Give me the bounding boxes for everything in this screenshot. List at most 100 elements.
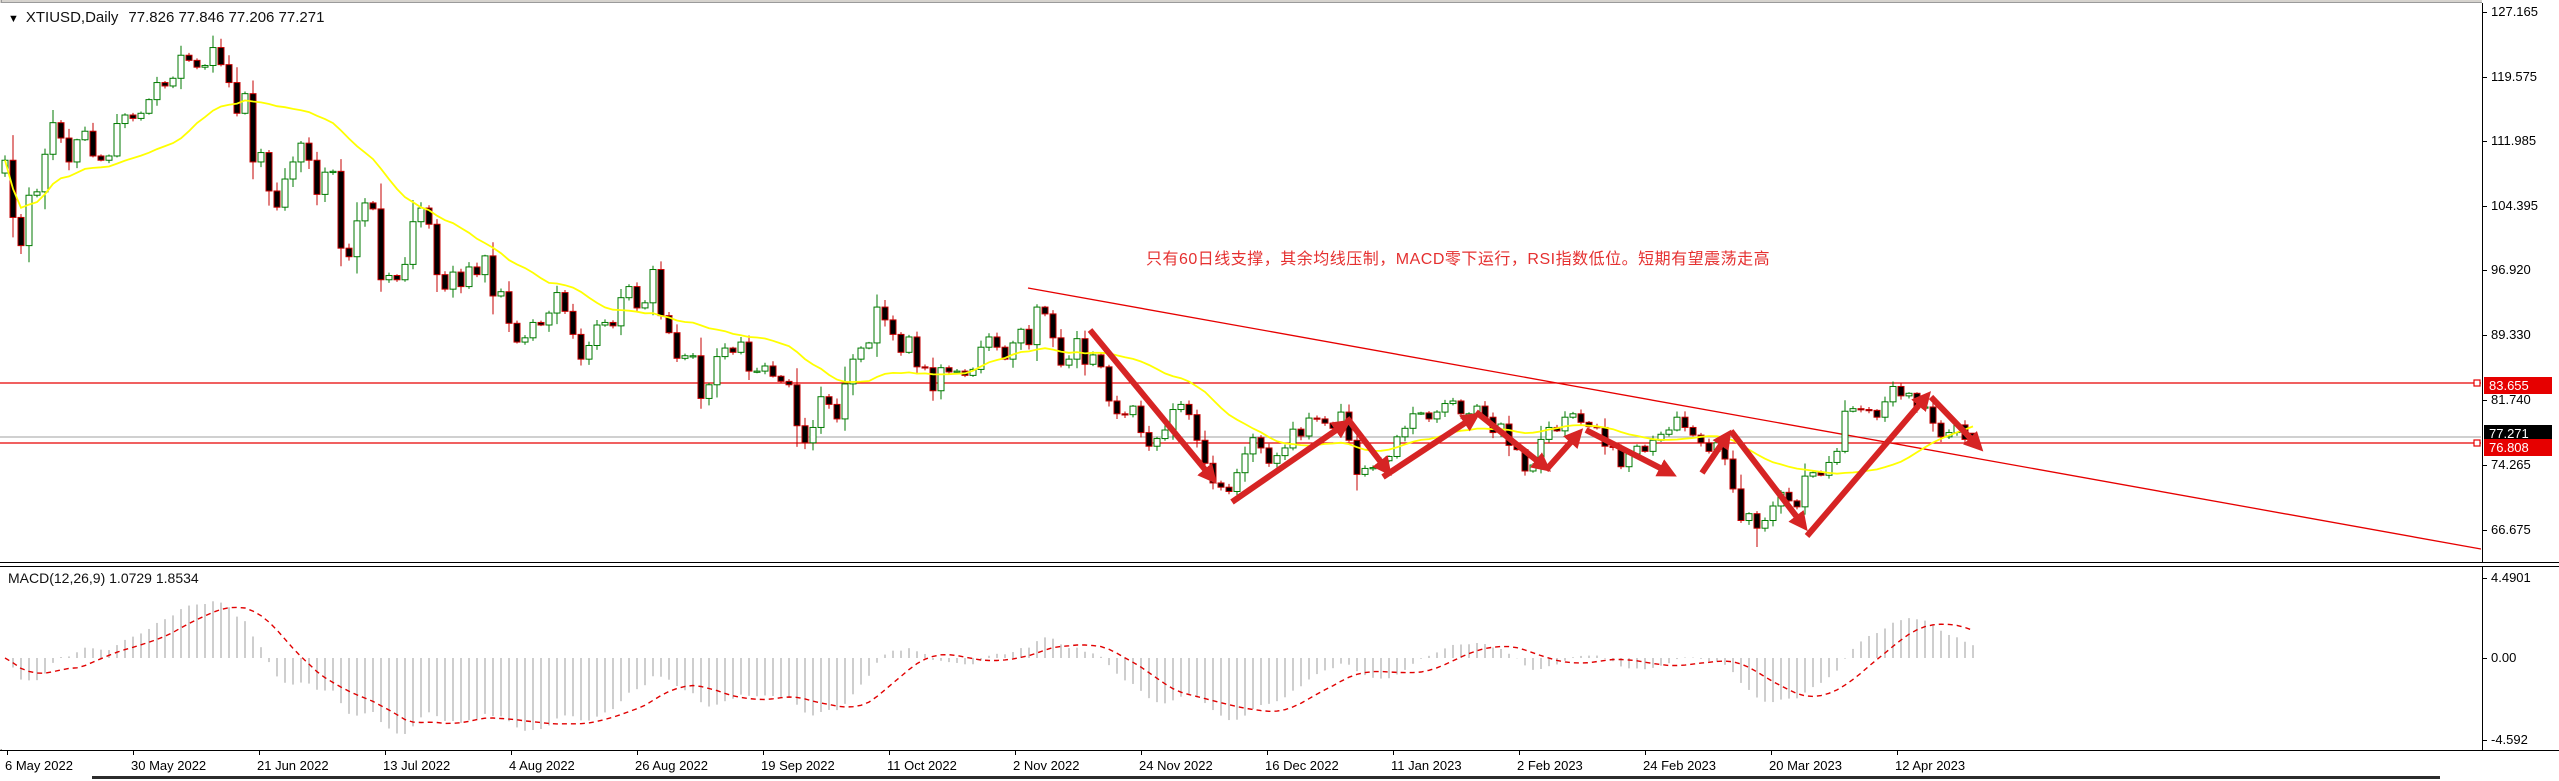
bull-candle: [705, 384, 713, 399]
bear-candle: [1097, 354, 1105, 368]
symbol-quote-bar: ▼ XTIUSD,Daily 77.826 77.846 77.206 77.271: [8, 9, 324, 26]
main-chart-pane[interactable]: ▼ XTIUSD,Daily 77.826 77.846 77.206 77.271…: [0, 3, 2481, 562]
bear-candle: [377, 208, 385, 281]
bear-candle: [1857, 408, 1865, 411]
date-axis-label: 4 Aug 2022: [509, 758, 575, 773]
bull-candle: [1561, 416, 1569, 432]
bull-candle: [105, 155, 113, 161]
bull-candle: [1665, 429, 1673, 435]
date-axis-label: 24 Feb 2023: [1643, 758, 1717, 773]
macd-signal-line: [4, 606, 1974, 725]
bear-candle: [745, 341, 753, 372]
analysis-annotation-text[interactable]: 只有60日线支撑，其余均线压制，MACD零下运行，RSI指数低位。短期有望震荡走…: [1146, 251, 1771, 268]
trend-arrow[interactable]: [1584, 427, 1677, 477]
bull-candle: [49, 122, 57, 155]
bull-candle: [641, 302, 649, 309]
trend-arrow[interactable]: [1087, 328, 1217, 484]
bear-candle: [993, 336, 1001, 348]
bull-candle: [849, 358, 857, 385]
bear-candle: [913, 336, 921, 368]
line-handle[interactable]: [2473, 379, 2481, 387]
date-axis-label: 13 Jul 2022: [383, 758, 451, 773]
bull-candle: [1849, 408, 1857, 412]
bull-candle: [753, 370, 761, 373]
bull-candle: [1361, 467, 1369, 475]
bull-candle: [1129, 405, 1137, 416]
candlestick-canvas[interactable]: [0, 3, 2481, 562]
bull-candle: [81, 130, 89, 141]
pane-divider[interactable]: [0, 562, 2559, 567]
bull-candle: [1401, 427, 1409, 438]
trend-arrow[interactable]: [1474, 409, 1552, 472]
date-axis-label: 11 Jan 2023: [1391, 758, 1462, 773]
trend-arrow[interactable]: [1928, 394, 1984, 452]
bull-candle: [865, 342, 873, 349]
trend-arrow[interactable]: [1230, 419, 1352, 505]
bull-candle: [1065, 358, 1073, 366]
date-tick: [511, 751, 512, 755]
trend-arrow[interactable]: [1699, 429, 1732, 475]
bull-candle: [497, 291, 505, 297]
date-tick: [7, 751, 8, 755]
bear-candle: [1049, 313, 1057, 339]
price-axis[interactable]: 127.165 119.575 111.985 104.395 96.920 89.330…: [2482, 0, 2559, 750]
bear-candle: [769, 365, 777, 377]
price-axis-label: 119.575: [2491, 69, 2538, 84]
price-axis-label: 66.675: [2491, 522, 2531, 537]
bear-candle: [1577, 413, 1585, 423]
bear-candle: [313, 159, 321, 195]
bull-candle: [145, 99, 153, 114]
bull-candle: [1801, 475, 1809, 508]
bull-candle: [521, 337, 529, 343]
bear-candle: [1185, 403, 1193, 416]
bear-candle: [1753, 513, 1761, 529]
time-axis[interactable]: 6 May 2022 30 May 2022 21 Jun 2022 13 Jul 2…: [0, 750, 2559, 781]
trend-arrow[interactable]: [1543, 428, 1584, 472]
date-tick: [1393, 751, 1394, 755]
price-tick: [2482, 578, 2487, 579]
trend-arrow[interactable]: [1344, 416, 1392, 477]
price-tag-76.808: 76.808: [2484, 439, 2552, 456]
bear-candle: [633, 286, 641, 309]
price-tick: [2482, 270, 2487, 271]
price-tick: [2482, 12, 2487, 13]
bear-candle: [489, 255, 497, 297]
price-tick: [2482, 530, 2487, 531]
trend-arrow[interactable]: [1804, 391, 1931, 538]
bear-candle: [1225, 486, 1233, 492]
price-tick: [2482, 658, 2487, 659]
trend-arrow[interactable]: [1728, 429, 1808, 532]
bull-candle: [977, 346, 985, 370]
price-axis-label: 104.395: [2491, 198, 2538, 213]
bear-candle: [65, 137, 73, 163]
descending-trendline[interactable]: [1027, 287, 2481, 550]
price-tick: [2482, 740, 2487, 741]
bull-candle: [1369, 467, 1377, 470]
symbol-dropdown-icon[interactable]: ▼: [8, 13, 19, 25]
macd-axis-label: 0.00: [2491, 650, 2517, 665]
bull-candle: [649, 269, 657, 304]
macd-indicator-pane[interactable]: MACD(12,26,9) 1.0729 1.8534: [0, 567, 2481, 749]
bull-candle: [625, 286, 633, 299]
trend-arrows-layer[interactable]: [1087, 328, 1984, 538]
bear-candle: [433, 223, 441, 276]
bear-candle: [657, 269, 665, 317]
bull-candle: [321, 171, 329, 195]
price-axis-label: 81.740: [2491, 392, 2531, 407]
bear-candle: [889, 319, 897, 335]
bull-candle: [1889, 385, 1897, 403]
trend-arrow[interactable]: [1381, 412, 1481, 480]
bear-candle: [1321, 418, 1329, 424]
bull-candle: [361, 202, 369, 222]
bull-candle: [1809, 472, 1817, 477]
bull-candle: [841, 383, 849, 420]
bull-candle: [329, 170, 337, 174]
macd-canvas[interactable]: [0, 567, 2481, 749]
bull-candle: [1825, 461, 1833, 476]
line-handle[interactable]: [2473, 439, 2481, 447]
bear-candle: [609, 321, 617, 327]
bear-candle: [1785, 491, 1793, 502]
date-tick: [1141, 751, 1142, 755]
bull-candle: [465, 266, 473, 288]
bear-candle: [577, 333, 585, 360]
